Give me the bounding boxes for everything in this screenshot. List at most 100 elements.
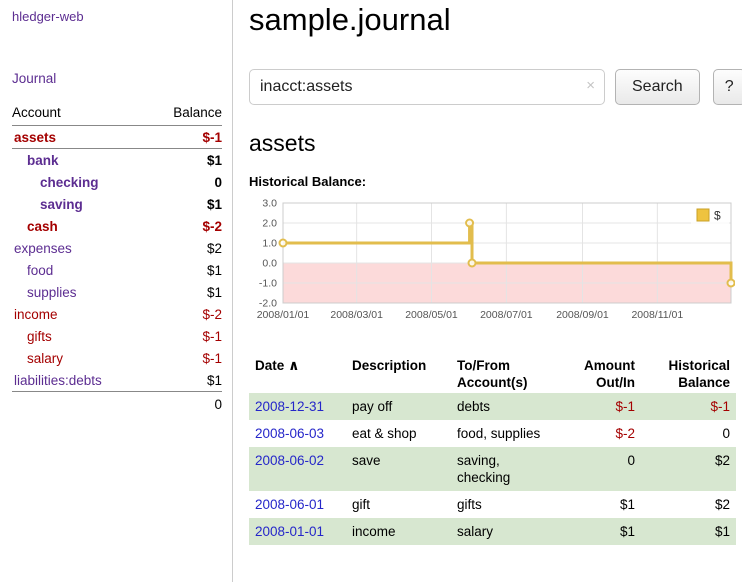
accounts-header-account: Account — [12, 103, 149, 126]
register-amount: $1 — [619, 496, 635, 512]
y-axis-tick-label: -2.0 — [259, 297, 277, 309]
account-link-income[interactable]: income — [14, 306, 58, 322]
account-link-salary[interactable]: salary — [27, 350, 64, 366]
register-accounts: salary — [457, 523, 494, 539]
accounts-total-row: 0 — [12, 391, 222, 417]
y-axis-tick-label: 1.0 — [262, 237, 277, 249]
account-link-expenses[interactable]: expenses — [14, 240, 72, 256]
account-link-food[interactable]: food — [27, 262, 54, 278]
register-amount: $-1 — [615, 398, 635, 414]
account-balance: $-1 — [202, 328, 222, 344]
register-header-label: To/From Account(s) — [457, 357, 528, 390]
register-header-row: Date ∧ Description To/From Account(s) Amoun… — [249, 355, 736, 393]
register-description: pay off — [352, 398, 393, 414]
register-header-description: Description — [346, 355, 451, 393]
main-content: sample.journal × Search ? assets Histori… — [233, 0, 742, 582]
register-date-cell: 2008-12-31 — [249, 393, 346, 420]
register-balance: $1 — [714, 523, 730, 539]
account-row: liabilities:debts $1 — [12, 369, 222, 392]
search-input[interactable] — [249, 68, 605, 105]
date-link[interactable]: 2008-06-03 — [255, 425, 325, 441]
register-header-label: Amount Out/In — [584, 357, 635, 390]
sort-ascending-icon: ∧ — [284, 356, 300, 373]
register-date-cell: 2008-06-01 — [249, 491, 346, 518]
account-link-saving[interactable]: saving — [40, 196, 83, 212]
date-link[interactable]: 2008-06-02 — [255, 452, 325, 468]
account-link-bank[interactable]: bank — [27, 152, 59, 168]
date-link[interactable]: 2008-06-01 — [255, 496, 325, 512]
account-link-checking[interactable]: checking — [40, 174, 99, 190]
accounts-header-balance: Balance — [148, 103, 222, 126]
register-description: eat & shop — [352, 425, 417, 441]
register-header-to-from-account-s-: To/From Account(s) — [451, 355, 551, 393]
legend-label: $ — [714, 208, 721, 222]
y-axis-tick-label: 0.0 — [262, 257, 277, 269]
y-axis-tick-label: 2.0 — [262, 217, 277, 229]
register-row: 2008-06-03 eat & shop food, supplies $-2 0 — [249, 420, 736, 447]
account-row: cash $-2 — [12, 215, 222, 237]
account-heading: assets — [249, 129, 316, 156]
account-balance: $-2 — [202, 218, 222, 234]
y-axis-tick-label: 3.0 — [262, 197, 277, 209]
register-balance: $2 — [714, 496, 730, 512]
plot-border — [282, 202, 732, 304]
register-accounts: gifts — [457, 496, 482, 512]
account-link-liabilities-debts[interactable]: liabilities:debts — [14, 372, 102, 388]
data-point-marker — [726, 278, 735, 288]
register-row: 2008-01-01 income salary $1 $1 — [249, 517, 736, 545]
clear-search-icon[interactable]: × — [586, 76, 595, 94]
legend-swatch — [696, 208, 710, 222]
account-row: income $-2 — [12, 303, 222, 325]
account-row: bank $1 — [12, 149, 222, 172]
accounts-total-balance: 0 — [148, 391, 222, 417]
x-axis-tick-label: 2008/05/01 — [405, 309, 458, 321]
date-link[interactable]: 2008-01-01 — [255, 523, 325, 539]
account-balance: $2 — [206, 240, 222, 256]
app-title-link[interactable]: hledger-web — [12, 9, 84, 24]
account-row: supplies $1 — [12, 281, 222, 303]
account-row: food $1 — [12, 259, 222, 281]
register-row: 2008-06-02 save saving, checking 0 $2 — [249, 446, 736, 491]
page-title: sample.journal — [249, 2, 451, 37]
register-header-date[interactable]: Date ∧ — [249, 355, 346, 393]
account-row: gifts $-1 — [12, 325, 222, 347]
register-row: 2008-12-31 pay off debts $-1 $-1 — [249, 392, 736, 420]
search-button[interactable]: Search — [615, 68, 700, 105]
account-balance: $1 — [206, 284, 222, 300]
search-help-button[interactable]: ? — [712, 68, 742, 105]
x-axis-tick-label: 2008/11/01 — [631, 309, 683, 321]
date-link[interactable]: 2008-12-31 — [255, 398, 325, 414]
account-balance: $-1 — [202, 350, 222, 366]
register-amount: 0 — [627, 452, 635, 468]
register-description: income — [352, 523, 396, 539]
account-balance: $1 — [206, 196, 222, 212]
accounts-header-row: Account Balance — [12, 103, 222, 126]
y-axis-tick-label: -1.0 — [259, 277, 277, 289]
account-row: saving $1 — [12, 193, 222, 215]
register-row: 2008-06-01 gift gifts $1 $2 — [249, 491, 736, 518]
register-header-label: Historical Balance — [668, 357, 730, 390]
account-balance: 0 — [214, 174, 222, 190]
account-row: expenses $2 — [12, 237, 222, 259]
account-link-assets[interactable]: assets — [14, 129, 57, 145]
account-link-gifts[interactable]: gifts — [27, 328, 52, 344]
register-header-amount-out-in: Amount Out/In — [551, 355, 641, 393]
account-row: assets $-1 — [12, 125, 222, 149]
register-date-cell: 2008-06-02 — [249, 447, 346, 491]
register-balance: $2 — [714, 452, 730, 468]
register-header-historical-balance: Historical Balance — [641, 355, 736, 393]
sidebar: hledger-web Journal Account Balance asse… — [0, 0, 233, 582]
search-form: × Search ? — [249, 68, 742, 105]
account-link-supplies[interactable]: supplies — [27, 284, 77, 300]
account-row: salary $-1 — [12, 347, 222, 369]
register-amount: $-2 — [615, 425, 635, 441]
data-point-marker — [278, 238, 288, 248]
account-balance: $-1 — [148, 125, 222, 149]
search-box: × — [249, 68, 605, 105]
x-axis-tick-label: 2008/07/01 — [480, 309, 533, 321]
account-balance: $-2 — [202, 306, 222, 322]
chart-title: Historical Balance: — [249, 173, 367, 189]
account-link-cash[interactable]: cash — [27, 218, 58, 234]
sidebar-item-journal[interactable]: Journal — [12, 71, 57, 86]
